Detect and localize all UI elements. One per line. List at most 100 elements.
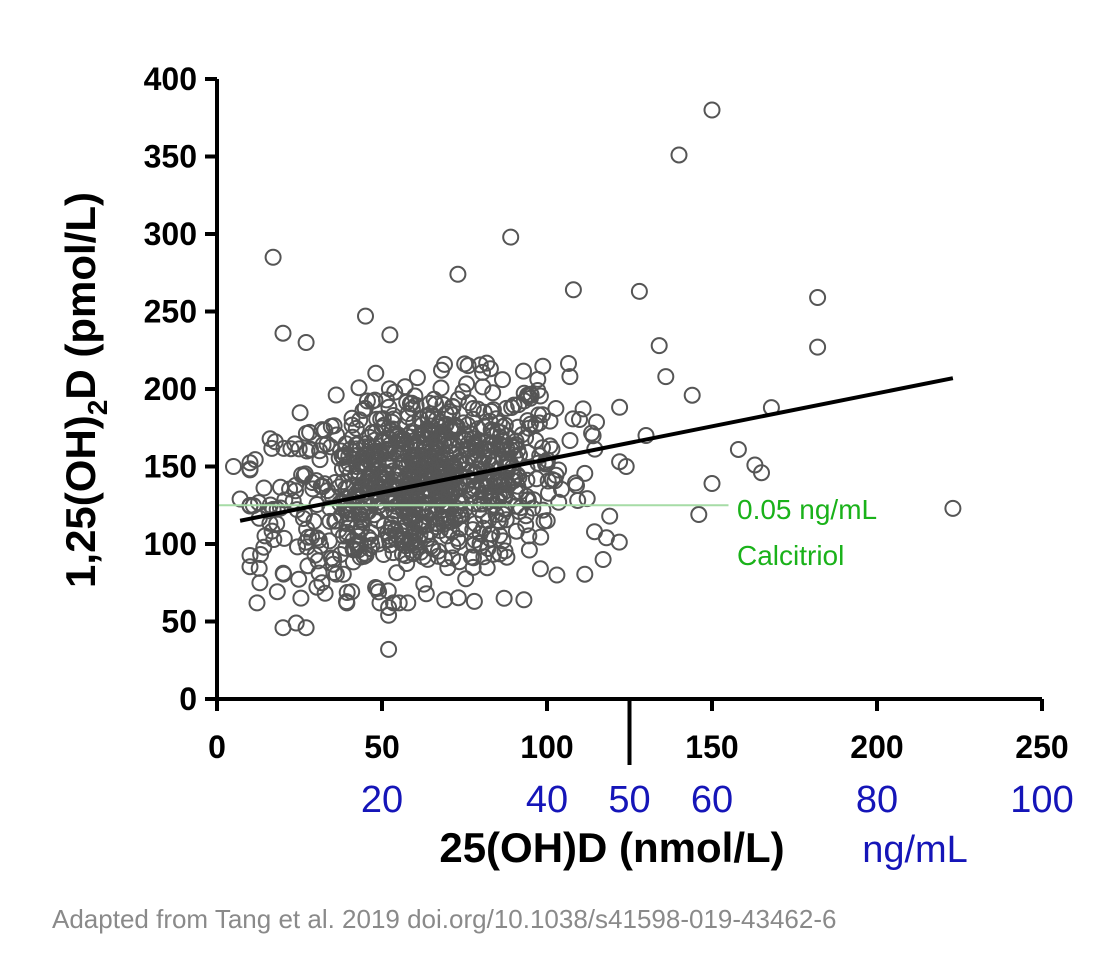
data-point [290, 570, 308, 588]
data-point [464, 400, 482, 417]
data-point [298, 442, 316, 460]
data-point [502, 228, 520, 246]
y-tick-label: 50 [161, 604, 197, 640]
data-point [274, 324, 292, 342]
data-point [367, 364, 385, 382]
data-point [275, 439, 293, 457]
data-point [436, 591, 454, 609]
data-point [353, 520, 371, 538]
data-point [298, 520, 316, 538]
data-point [241, 460, 259, 478]
y-tick-label: 150 [144, 449, 197, 485]
data-point [657, 368, 675, 386]
data-point [374, 410, 392, 428]
data-point [353, 457, 371, 475]
y-axis-title-part2: D (pmol/L) [57, 192, 104, 400]
secondary-x-tick-label: 50 [608, 779, 650, 821]
data-point [338, 594, 356, 612]
data-point [441, 403, 459, 421]
data-point [313, 574, 331, 592]
data-point [307, 472, 325, 490]
data-point [390, 594, 408, 612]
data-point [494, 371, 511, 389]
data-point [452, 451, 470, 469]
data-point [457, 441, 475, 459]
data-point [487, 410, 505, 428]
x-tick-label: 250 [1015, 729, 1068, 765]
data-point [690, 506, 708, 524]
data-point [440, 521, 458, 539]
data-point [561, 432, 579, 449]
data-point [484, 384, 502, 402]
secondary-x-tick-label: 40 [526, 779, 568, 821]
data-point [404, 545, 422, 563]
data-point [297, 424, 315, 442]
data-point [520, 541, 538, 559]
regression-line-group [239, 376, 954, 523]
data-point [251, 574, 269, 592]
data-point [381, 444, 398, 462]
data-point [509, 477, 527, 495]
data-point [281, 480, 299, 498]
data-point [513, 426, 531, 444]
data-point [465, 495, 483, 513]
data-point [465, 592, 483, 610]
data-point [515, 392, 533, 410]
data-point [478, 559, 496, 577]
x-tick-label: 200 [850, 729, 903, 765]
data-point [399, 594, 417, 612]
data-point [637, 427, 655, 444]
data-point [287, 614, 305, 632]
data-point [380, 599, 398, 617]
data-point [334, 565, 352, 583]
data-point [547, 400, 565, 417]
data-point [351, 523, 369, 541]
data-point [343, 409, 361, 427]
data-point [402, 424, 420, 442]
data-point [421, 394, 439, 412]
data-point [351, 411, 369, 429]
data-point [322, 438, 340, 456]
data-point [371, 594, 389, 612]
data-point [297, 334, 315, 351]
data-point [809, 338, 827, 356]
data-point [530, 406, 548, 424]
data-point [350, 379, 368, 397]
data-point [250, 559, 268, 577]
data-point [518, 471, 536, 489]
data-point [617, 458, 635, 475]
data-point [353, 513, 371, 531]
data-point [381, 326, 399, 344]
data-point [490, 414, 508, 432]
data-point [594, 551, 612, 568]
data-point [297, 619, 315, 637]
data-point [459, 357, 477, 375]
y-tick-label: 200 [144, 371, 197, 407]
data-point [429, 542, 447, 560]
data-point [337, 539, 355, 557]
data-point [809, 289, 827, 307]
data-point [384, 544, 402, 562]
data-point [534, 501, 552, 519]
regression-line [239, 376, 954, 523]
secondary-x-tick-label: 60 [691, 779, 733, 821]
data-point [534, 357, 552, 375]
data-point [535, 512, 553, 530]
secondary-x-tick-label: 80 [856, 779, 898, 821]
data-point [297, 533, 315, 551]
data-point [561, 368, 579, 386]
data-point [753, 464, 770, 482]
data-point [454, 383, 472, 401]
data-point [507, 522, 525, 540]
data-point [458, 375, 476, 393]
data-point [289, 538, 306, 556]
data-point [457, 570, 475, 588]
reference-label-line1: 0.05 ng/mL [737, 494, 877, 525]
data-point [449, 265, 467, 283]
data-point [446, 480, 464, 498]
data-point [670, 146, 688, 164]
data-point [427, 395, 445, 413]
data-point [241, 547, 259, 564]
x-tick-label: 50 [364, 729, 400, 765]
data-point [410, 453, 427, 470]
